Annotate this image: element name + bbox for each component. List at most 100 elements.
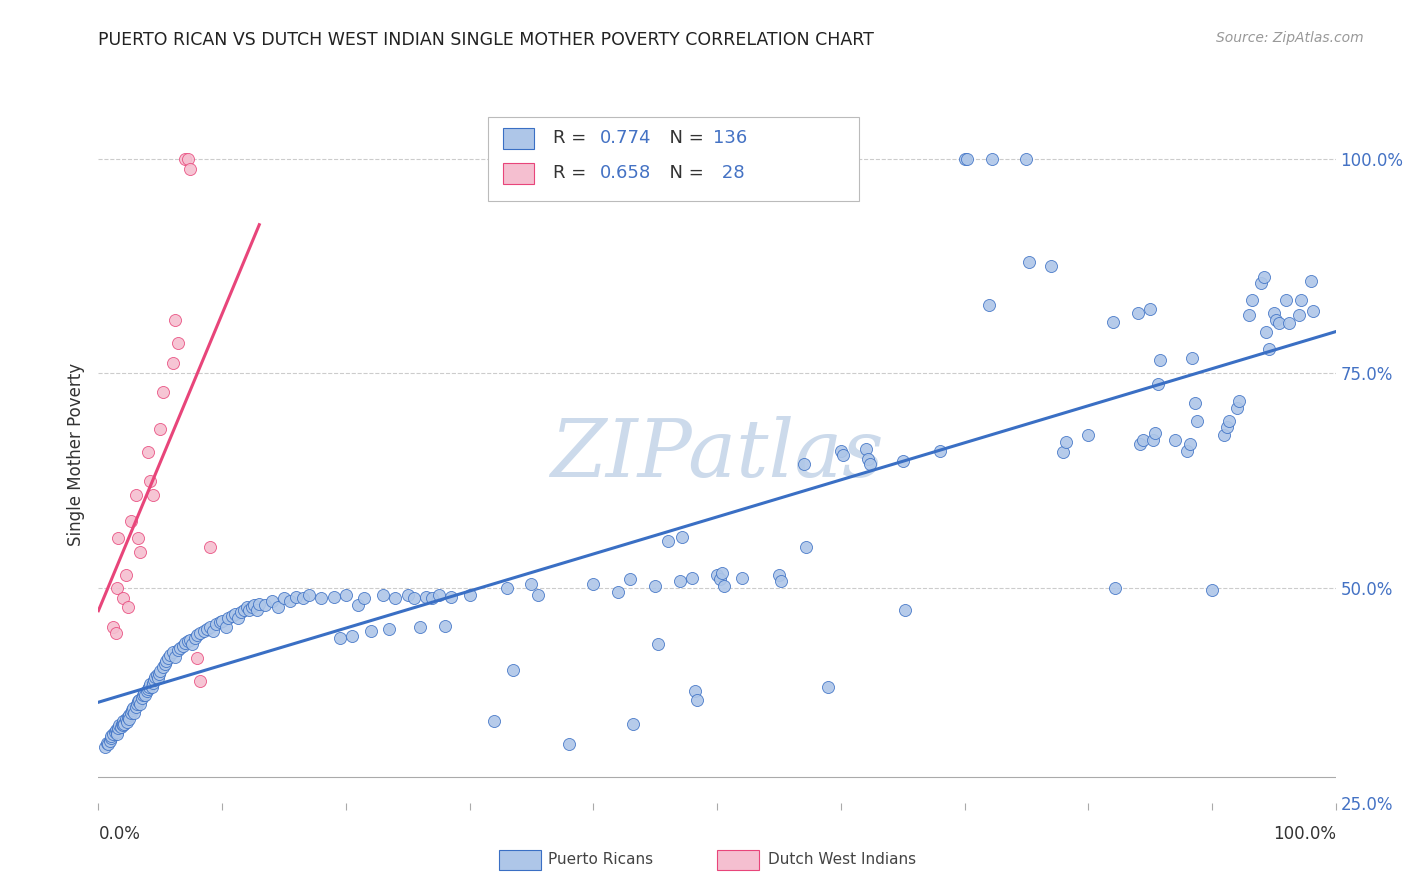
Point bbox=[291, 591, 314, 606]
Point bbox=[1227, 393, 1250, 408]
Point bbox=[793, 457, 815, 471]
Point bbox=[186, 651, 208, 665]
Point bbox=[582, 576, 605, 591]
Point bbox=[156, 651, 179, 665]
Point bbox=[141, 680, 163, 694]
Point bbox=[520, 576, 543, 591]
Point bbox=[711, 566, 734, 580]
Point bbox=[396, 588, 419, 602]
Point bbox=[240, 599, 263, 614]
Point bbox=[105, 727, 128, 741]
Point bbox=[1129, 436, 1152, 450]
Point bbox=[619, 573, 641, 587]
Point bbox=[731, 571, 754, 585]
FancyBboxPatch shape bbox=[503, 162, 534, 184]
Point bbox=[830, 443, 852, 458]
Point bbox=[198, 620, 221, 634]
Point bbox=[458, 588, 481, 602]
Point bbox=[131, 691, 153, 706]
Text: 0.774: 0.774 bbox=[599, 129, 651, 147]
Point bbox=[134, 689, 156, 703]
Text: 0.0%: 0.0% bbox=[98, 825, 141, 843]
Point bbox=[224, 607, 246, 621]
Point bbox=[166, 643, 188, 657]
Point bbox=[1184, 396, 1206, 410]
Point bbox=[124, 699, 146, 714]
Point bbox=[155, 657, 177, 671]
Point bbox=[146, 671, 169, 685]
Point bbox=[607, 585, 630, 599]
Point bbox=[127, 694, 149, 708]
Point bbox=[557, 738, 579, 752]
Point bbox=[657, 533, 679, 548]
Point bbox=[176, 634, 198, 648]
Point bbox=[233, 602, 256, 616]
Point bbox=[1268, 317, 1291, 331]
Point bbox=[1144, 426, 1167, 441]
Point bbox=[111, 716, 134, 731]
Point bbox=[1299, 274, 1322, 288]
Point bbox=[186, 628, 208, 642]
Point bbox=[1126, 306, 1149, 320]
Point bbox=[894, 602, 917, 616]
Point bbox=[340, 629, 363, 643]
Point bbox=[136, 445, 159, 459]
Point bbox=[1104, 581, 1126, 595]
Point bbox=[114, 713, 136, 727]
Point bbox=[1181, 351, 1204, 365]
Point bbox=[1164, 434, 1187, 448]
Point bbox=[124, 706, 146, 720]
Point bbox=[1146, 376, 1168, 391]
Text: 28: 28 bbox=[716, 164, 744, 182]
Point bbox=[176, 152, 198, 166]
Point bbox=[706, 568, 728, 582]
Point bbox=[159, 648, 181, 662]
Point bbox=[1302, 304, 1324, 318]
Point bbox=[118, 712, 141, 726]
Point bbox=[621, 716, 644, 731]
Point bbox=[817, 680, 839, 694]
Point bbox=[1275, 293, 1298, 308]
Point bbox=[402, 591, 425, 606]
Point bbox=[205, 617, 228, 632]
Point bbox=[683, 684, 706, 698]
Point bbox=[103, 727, 125, 741]
Point bbox=[202, 624, 225, 638]
Point bbox=[100, 731, 122, 746]
Point bbox=[135, 684, 157, 698]
Point bbox=[120, 514, 142, 528]
Point bbox=[1226, 401, 1249, 415]
FancyBboxPatch shape bbox=[488, 118, 859, 201]
Point bbox=[198, 540, 221, 554]
Point bbox=[127, 531, 149, 545]
Point bbox=[143, 670, 166, 684]
Point bbox=[422, 591, 444, 606]
Point bbox=[165, 313, 187, 327]
Point bbox=[1142, 434, 1164, 448]
Point bbox=[128, 692, 150, 706]
Point bbox=[526, 588, 548, 602]
Point bbox=[112, 718, 135, 732]
Point bbox=[103, 725, 125, 739]
Point bbox=[1052, 445, 1074, 459]
Point bbox=[149, 665, 172, 679]
Point bbox=[152, 660, 174, 674]
Point bbox=[136, 682, 159, 697]
Point bbox=[148, 667, 170, 681]
Point bbox=[322, 590, 344, 604]
Point bbox=[440, 590, 463, 604]
Point bbox=[298, 588, 321, 602]
Text: Source: ZipAtlas.com: Source: ZipAtlas.com bbox=[1216, 31, 1364, 45]
Point bbox=[1250, 276, 1272, 290]
Text: 136: 136 bbox=[713, 129, 748, 147]
Point bbox=[647, 637, 669, 651]
Point bbox=[713, 579, 735, 593]
Point bbox=[1185, 413, 1208, 427]
Point bbox=[770, 574, 793, 589]
Point bbox=[215, 620, 238, 634]
Point bbox=[97, 738, 120, 752]
Point bbox=[115, 714, 138, 729]
Point bbox=[238, 603, 260, 617]
Point bbox=[433, 619, 456, 633]
Text: N =: N = bbox=[658, 164, 709, 182]
